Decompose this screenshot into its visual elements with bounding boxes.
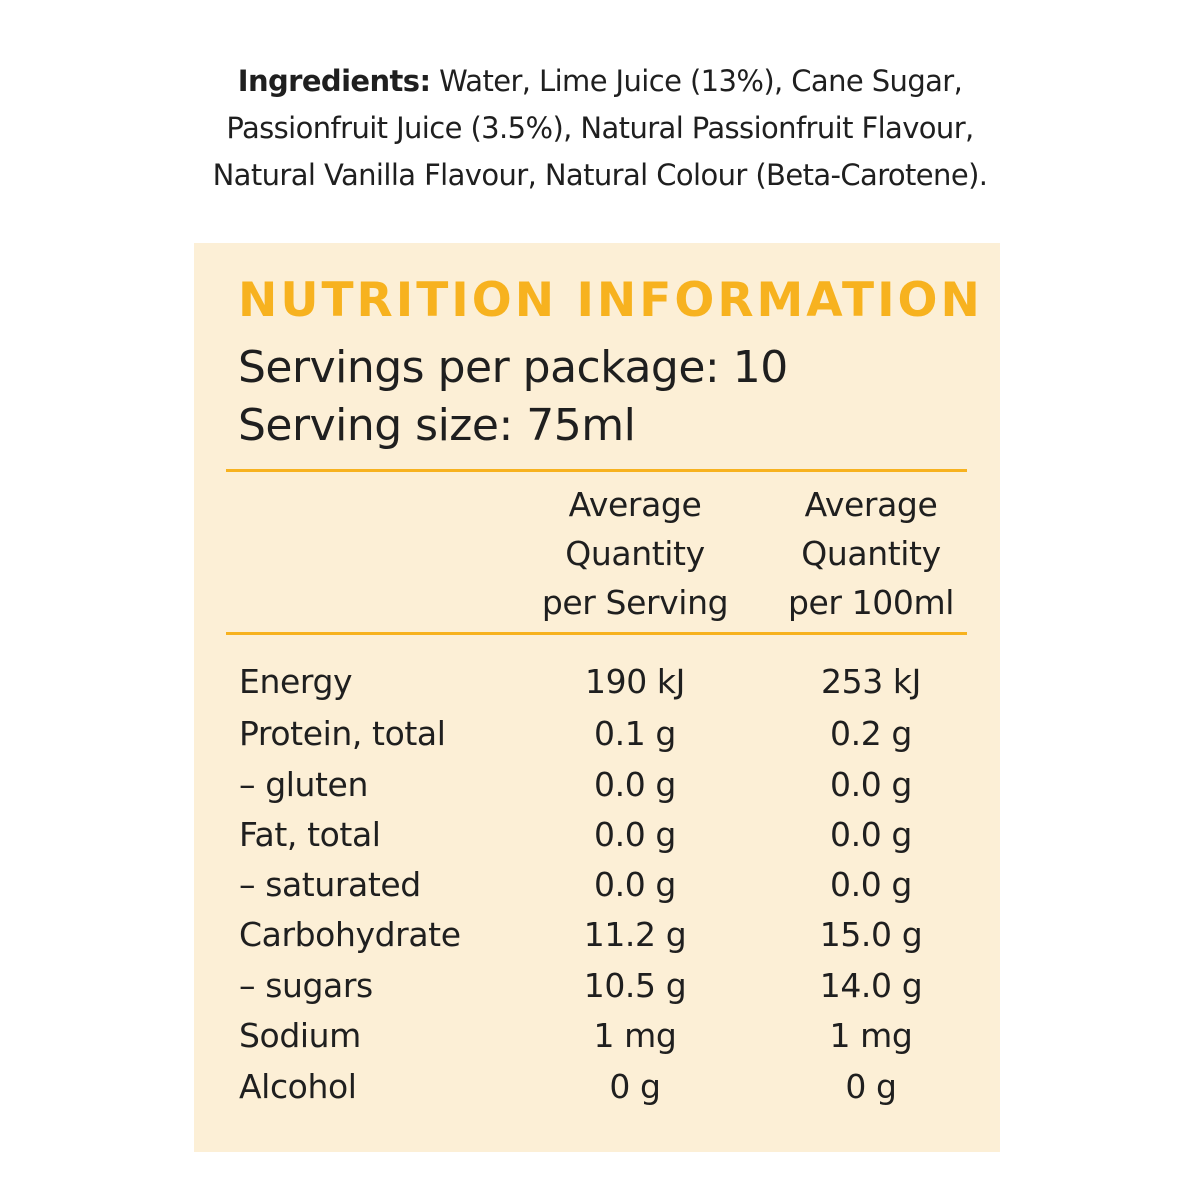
table-row-sodium: Sodium 1 mg 1 mg xyxy=(0,1011,1200,1061)
value-per-serving: 11.2 g xyxy=(583,915,687,954)
nutrient-name: Energy xyxy=(239,662,353,701)
ingredients-text: Ingredients: Water, Lime Juice (13%), Ca… xyxy=(0,58,1200,199)
value-per-serving: 0 g xyxy=(609,1067,661,1106)
column-header-line: per 100ml xyxy=(787,583,954,622)
value-per-serving: 0.0 g xyxy=(594,865,676,904)
nutrient-name: Protein, total xyxy=(239,714,446,753)
value-per-serving: 1 mg xyxy=(593,1016,677,1055)
value-per-serving: 10.5 g xyxy=(583,966,687,1005)
ingredients-line-1-text: Water, Lime Juice (13%), Cane Sugar, xyxy=(430,64,963,98)
ingredients-label: Ingredients: xyxy=(237,64,431,98)
nutrient-name: – sugars xyxy=(239,966,373,1005)
header-bottom-divider xyxy=(226,632,967,635)
ingredients-line-1: Ingredients: Water, Lime Juice (13%), Ca… xyxy=(0,58,1200,105)
column-header-line: per Serving xyxy=(541,583,729,622)
table-row-alcohol: Alcohol 0 g 0 g xyxy=(0,1062,1200,1112)
value-per-100ml: 15.0 g xyxy=(819,915,923,954)
nutrient-name: Sodium xyxy=(239,1016,361,1055)
table-row-carbohydrate: Carbohydrate 11.2 g 15.0 g xyxy=(0,910,1200,960)
header-top-divider xyxy=(226,469,967,472)
ingredients-line-3: Natural Vanilla Flavour, Natural Colour … xyxy=(212,158,988,192)
table-row-sugars: – sugars 10.5 g 14.0 g xyxy=(0,961,1200,1011)
ingredients-line-2: Passionfruit Juice (3.5%), Natural Passi… xyxy=(226,111,974,145)
column-header-line: Average xyxy=(804,485,938,524)
nutrient-name: Fat, total xyxy=(239,815,381,854)
nutrient-name: Carbohydrate xyxy=(239,915,461,954)
table-row-gluten: – gluten 0.0 g 0.0 g xyxy=(0,760,1200,810)
table-row-protein: Protein, total 0.1 g 0.2 g xyxy=(0,709,1200,759)
column-header-line: Quantity xyxy=(565,534,705,573)
column-header-per-100ml: Average Quantity per 100ml xyxy=(751,480,991,627)
value-per-100ml: 0.0 g xyxy=(830,765,912,804)
column-header-per-serving: Average Quantity per Serving xyxy=(515,480,755,627)
nutrient-name: – saturated xyxy=(239,865,421,904)
value-per-serving: 0.1 g xyxy=(594,714,676,753)
table-row-saturated: – saturated 0.0 g 0.0 g xyxy=(0,860,1200,910)
table-row-fat: Fat, total 0.0 g 0.0 g xyxy=(0,810,1200,860)
value-per-serving: 190 kJ xyxy=(585,662,685,701)
value-per-serving: 0.0 g xyxy=(594,815,676,854)
serving-size: Serving size: 75ml xyxy=(238,400,636,451)
nutrient-name: Alcohol xyxy=(239,1067,357,1106)
nutrition-panel xyxy=(194,243,1000,1152)
value-per-100ml: 253 kJ xyxy=(821,662,921,701)
value-per-100ml: 0.2 g xyxy=(830,714,912,753)
servings-per-package: Servings per package: 10 xyxy=(238,342,788,393)
value-per-100ml: 14.0 g xyxy=(819,966,923,1005)
nutrition-title: NUTRITION INFORMATION xyxy=(238,273,983,328)
value-per-100ml: 0.0 g xyxy=(830,815,912,854)
column-header-line: Average xyxy=(568,485,702,524)
nutrient-name: – gluten xyxy=(239,765,368,804)
value-per-100ml: 0 g xyxy=(845,1067,897,1106)
value-per-100ml: 0.0 g xyxy=(830,865,912,904)
column-header-line: Quantity xyxy=(801,534,941,573)
value-per-100ml: 1 mg xyxy=(829,1016,913,1055)
value-per-serving: 0.0 g xyxy=(594,765,676,804)
table-row-energy: Energy 190 kJ 253 kJ xyxy=(0,657,1200,707)
